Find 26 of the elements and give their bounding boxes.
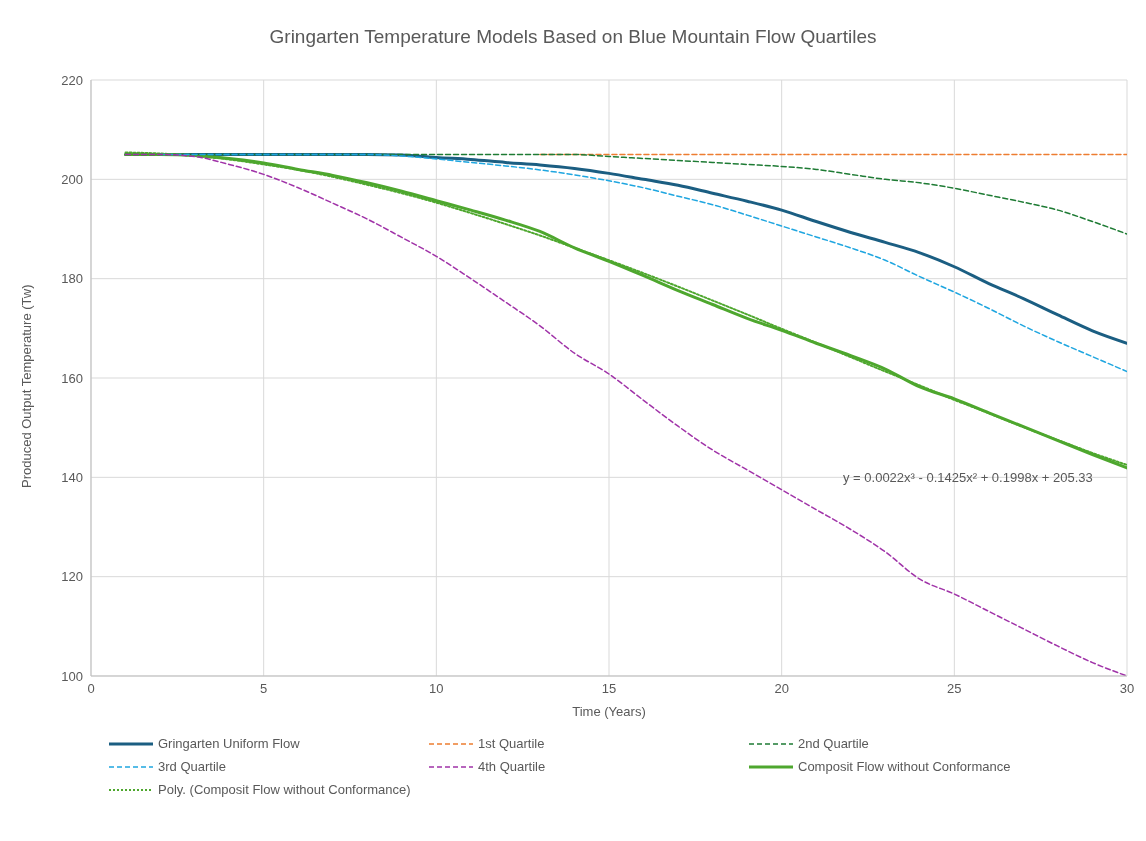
legend-label: 3rd Quartile — [158, 759, 226, 774]
y-tick-label: 100 — [61, 668, 83, 684]
legend-label: 2nd Quartile — [798, 736, 869, 751]
chart-title: Gringarten Temperature Models Based on Blue Mountain Flow Quartiles — [268, 25, 878, 49]
y-tick-label: 160 — [61, 370, 83, 386]
x-tick-label: 30 — [1119, 681, 1135, 697]
y-tick-label: 220 — [61, 72, 83, 88]
legend-label: 1st Quartile — [478, 736, 545, 751]
x-tick-label: 25 — [947, 681, 962, 697]
y-tick-label: 140 — [61, 469, 83, 485]
legend-label: Gringarten Uniform Flow — [158, 736, 300, 751]
y-axis-title: Produced Output Temperature (Tw) — [18, 284, 34, 488]
x-tick-label: 0 — [87, 681, 95, 697]
y-tick-label: 200 — [61, 171, 83, 187]
legend-label: 4th Quartile — [478, 759, 546, 774]
line-series — [124, 153, 1127, 676]
x-tick-label: 20 — [774, 681, 789, 697]
legend-label: Poly. (Composit Flow without Conformance) — [158, 782, 411, 797]
x-tick-label: 10 — [429, 681, 444, 697]
x-tick-label: 5 — [260, 681, 268, 697]
annotation: y = 0.0022x³ - 0.1425x² + 0.1998x + 205.33 — [843, 470, 1093, 485]
x-tick-label: 15 — [601, 681, 617, 697]
y-tick-label: 120 — [61, 569, 83, 585]
x-axis-title: Time (Years) — [572, 704, 646, 719]
legend-label: Composit Flow without Conformance — [798, 759, 1011, 774]
y-tick-label: 180 — [61, 271, 83, 287]
